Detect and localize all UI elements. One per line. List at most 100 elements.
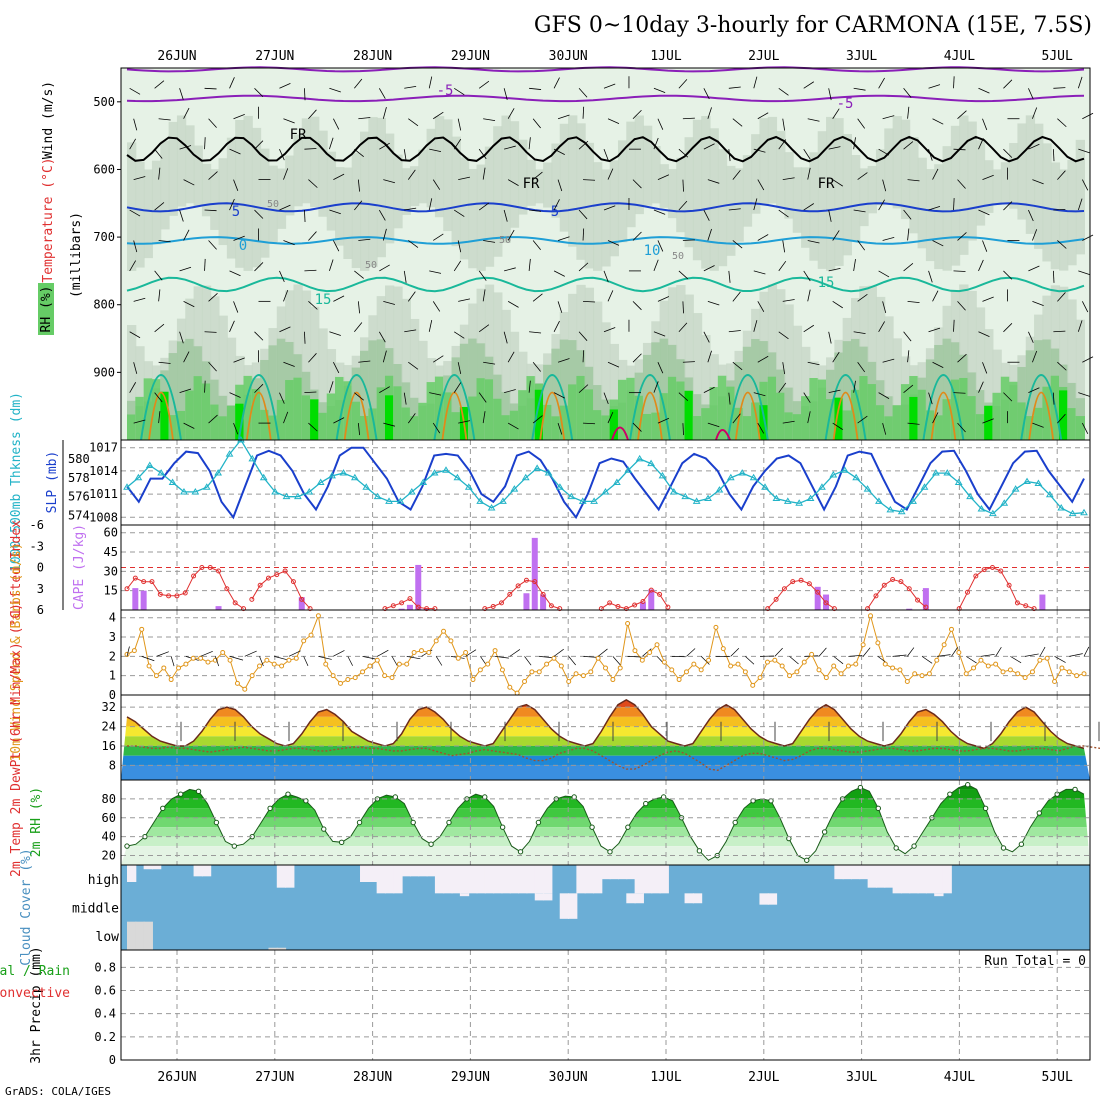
y-tick-label-right: 1017: [89, 441, 118, 455]
wind-speed-marker: [427, 651, 431, 655]
surface-wind-barb: [304, 656, 308, 666]
cloud-high-gap: [585, 865, 594, 893]
date-label-bottom: 4JUL: [944, 1070, 975, 1085]
cloud-high-gap: [526, 865, 535, 893]
rh-shading: [1001, 162, 1010, 203]
wind-speed-marker: [206, 660, 210, 664]
wind-speed-marker: [132, 649, 136, 653]
rh-shading: [293, 378, 302, 440]
wind-speed-marker: [640, 658, 644, 662]
wind-speed-marker: [1045, 656, 1049, 660]
wind-speed-marker: [243, 687, 247, 691]
cloud-high-gap: [144, 865, 153, 869]
cloud-high-gap: [410, 865, 419, 876]
cloud-high-gap: [601, 865, 610, 879]
wind-speed-marker: [729, 664, 733, 668]
wind-speed-marker: [1023, 676, 1027, 680]
wind-speed-marker: [846, 664, 850, 668]
wind-speed-marker: [802, 660, 806, 664]
cloud-high-gap: [868, 865, 877, 888]
rh-marker: [1037, 811, 1041, 815]
rh-shading: [943, 146, 952, 271]
rh-shading: [510, 411, 519, 440]
wind-speed-marker: [905, 679, 909, 683]
rh-marker: [500, 825, 504, 829]
wind-speed-marker: [758, 676, 762, 680]
cloud-high-gap: [893, 865, 902, 893]
rh-shading: [1076, 416, 1085, 440]
rh-shading: [410, 416, 419, 440]
cloud-high-gap: [876, 865, 885, 888]
surface-wind-barb: [510, 649, 520, 656]
wind-speed-marker: [280, 664, 284, 668]
rh-shading: [851, 390, 860, 440]
cloud-high-gap: [909, 865, 918, 893]
rh-shading: [402, 168, 411, 215]
surface-wind-barb: [436, 656, 442, 665]
rh-shading: [1009, 382, 1018, 440]
wind-speed-marker: [258, 664, 262, 668]
temp-color-band: [121, 707, 1090, 717]
y-tick-label-cape: 30: [104, 564, 118, 578]
rh-marker: [626, 825, 630, 829]
rh-shading: [493, 399, 502, 440]
y-axis-label-rh: 2m RH (%): [29, 787, 44, 857]
contour-label: 50: [267, 199, 279, 210]
wind-speed-marker: [353, 676, 357, 680]
rh-shading: [377, 387, 386, 440]
surface-wind-barb: [156, 652, 168, 657]
wind-speed-marker: [589, 670, 593, 674]
rh-shading: [635, 115, 644, 214]
rh-shading: [926, 169, 935, 261]
y-tick-label-li: 3: [37, 582, 44, 596]
wind-speed-marker: [736, 662, 740, 666]
surface-wind-barb: [333, 650, 344, 656]
cloud-high-gap: [377, 865, 386, 893]
rh-shading: [676, 382, 685, 440]
wind-speed-marker: [751, 683, 755, 687]
wind-speed-marker: [419, 649, 423, 653]
surface-wind-barb: [834, 656, 843, 663]
rh-marker: [411, 820, 415, 824]
rh-shading: [343, 381, 352, 440]
rh-shading: [676, 158, 685, 232]
rh-marker: [876, 806, 880, 810]
rh-shading: [901, 120, 910, 219]
rh-marker: [518, 850, 522, 854]
wind-panel-frame: [121, 610, 1090, 695]
date-label-top: 4JUL: [944, 49, 975, 64]
y-tick-label: 600: [93, 162, 115, 176]
precip-panel-frame: [121, 950, 1090, 1060]
rh-marker: [447, 820, 451, 824]
wind-speed-marker: [375, 658, 379, 662]
li-line: [959, 568, 1034, 609]
rh-shading: [1034, 124, 1043, 249]
wind-speed-marker: [721, 647, 725, 651]
cloud-high-gap: [435, 865, 444, 893]
rh-marker: [894, 846, 898, 850]
cloud-high-gap: [635, 865, 644, 893]
rh-color-band: [121, 780, 1090, 789]
date-label-top: 27JUN: [255, 49, 294, 64]
rh-shading: [776, 131, 785, 208]
y-tick-label: 4: [109, 611, 116, 625]
temp-color-band: [121, 756, 1090, 766]
contour-label: 10: [644, 243, 661, 259]
wind-speed-marker: [574, 672, 578, 676]
wind-speed-marker: [743, 670, 747, 674]
cape-bar: [1039, 595, 1045, 610]
y-tick-label-li: -6: [30, 518, 44, 532]
rh-shading: [219, 158, 228, 245]
surface-wind-barb: [686, 648, 695, 656]
rh-shading: [169, 122, 178, 216]
wind-speed-marker: [611, 678, 615, 682]
y-tick-label: 40: [102, 830, 116, 844]
date-label-top: 2JUL: [748, 49, 779, 64]
rh-shading: [934, 415, 943, 440]
date-label-top: 5JUL: [1042, 49, 1073, 64]
wind-speed-marker: [824, 676, 828, 680]
rh-shading: [210, 169, 219, 230]
cloud-low-gap: [144, 922, 153, 950]
cloud-low-gap: [135, 922, 144, 950]
cloud-high-gap: [610, 865, 619, 879]
